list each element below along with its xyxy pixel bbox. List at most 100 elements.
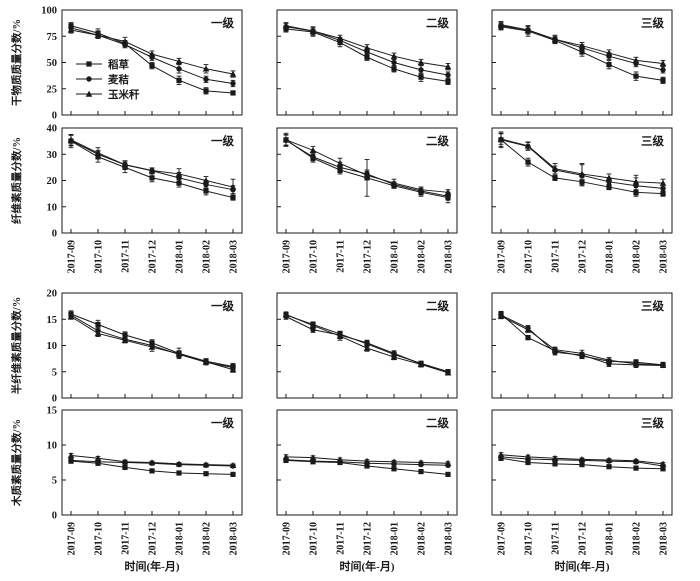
x-tick-label: 2017-11 [336, 522, 347, 555]
marker-triangle [632, 360, 640, 367]
marker-square [203, 88, 209, 94]
marker-triangle [67, 313, 75, 320]
x-tick-label: 2017-12 [148, 522, 159, 555]
y-tick-label: 40 [47, 124, 58, 135]
y-tick-label: 20 [47, 176, 58, 187]
x-tick-label: 2017-11 [336, 240, 347, 273]
x-tick-label: 2017-12 [578, 240, 589, 273]
marker-triangle [417, 59, 425, 66]
marker-triangle [524, 26, 532, 33]
x-tick-label: 2017-09 [67, 240, 78, 273]
y-tick-label: 100 [41, 6, 57, 17]
y-tick-label: 25 [47, 84, 58, 95]
marker-circle [310, 327, 316, 333]
y-tick-label: 10 [47, 202, 58, 213]
y-tick-label: 10 [47, 441, 58, 452]
x-tick-label: 2017-12 [363, 522, 374, 555]
marker-triangle [551, 36, 559, 43]
y-tick-label: 0 [52, 511, 57, 522]
panel-label: 三级 [641, 299, 664, 313]
x-tick-label: 2018-01 [605, 522, 616, 555]
x-tick-label: 2018-01 [175, 240, 186, 273]
marker-triangle [336, 34, 344, 42]
x-tick-label: 2018-02 [202, 240, 213, 273]
marker-triangle [282, 453, 290, 460]
y-axis-title: 木质素质量分数/% [10, 419, 23, 507]
marker-square [149, 63, 155, 69]
x-tick-label: 2018-01 [175, 522, 186, 555]
marker-circle [310, 154, 316, 160]
marker-triangle [67, 26, 75, 33]
marker-triangle [121, 38, 129, 45]
marker-triangle [336, 332, 344, 339]
marker-square [660, 77, 666, 83]
marker-circle [391, 59, 397, 66]
marker-triangle [363, 457, 371, 464]
marker-triangle [202, 65, 210, 72]
marker-triangle [578, 349, 586, 357]
marker-triangle [363, 171, 371, 178]
panel-label: 二级 [426, 16, 449, 30]
marker-circle [660, 185, 666, 192]
marker-triangle [175, 350, 183, 357]
marker-triangle [497, 451, 505, 458]
marker-triangle [309, 146, 317, 154]
marker-circle [364, 49, 370, 55]
marker-circle [176, 66, 182, 72]
y-tick-label: 15 [47, 406, 58, 417]
marker-triangle [309, 454, 317, 461]
marker-triangle [659, 460, 667, 467]
x-tick-label: 2017-12 [148, 240, 159, 273]
marker-triangle [444, 188, 452, 196]
x-tick-label: 2018-01 [390, 522, 401, 555]
marker-triangle [175, 170, 183, 177]
x-tick-label: 2017-09 [497, 240, 508, 273]
marker-triangle [659, 361, 667, 368]
marker-triangle [309, 27, 317, 34]
marker-square [445, 471, 451, 477]
marker-square [525, 459, 531, 466]
marker-circle [660, 67, 666, 73]
panel-label: 二级 [426, 416, 449, 430]
marker-square [606, 62, 612, 68]
x-tick-label: 2018-01 [390, 240, 401, 273]
marker-circle [364, 340, 370, 346]
marker-triangle [148, 167, 156, 174]
marker-triangle [632, 457, 640, 464]
marker-triangle [94, 31, 102, 38]
x-tick-label: 2017-09 [67, 522, 78, 555]
marker-triangle [390, 52, 398, 59]
marker-triangle [497, 312, 505, 319]
marker-triangle [282, 311, 290, 318]
x-tick-label: 2018-03 [229, 522, 240, 555]
marker-square [445, 78, 451, 84]
panel-label: 一级 [211, 416, 234, 430]
panel-label: 三级 [641, 16, 664, 30]
marker-triangle [202, 358, 210, 365]
marker-circle [68, 457, 74, 464]
marker-square [552, 461, 558, 467]
marker-square [633, 189, 639, 195]
x-tick-label: 2018-03 [444, 522, 455, 555]
marker-square [203, 188, 209, 194]
marker-square [579, 49, 585, 55]
marker-circle [391, 350, 397, 357]
legend-label: 稻草 [108, 58, 129, 71]
marker-circle [445, 72, 451, 78]
y-tick-label: 15 [47, 315, 58, 326]
marker-triangle [578, 455, 586, 463]
marker-triangle [444, 459, 452, 466]
marker-circle [418, 67, 424, 73]
y-axis-title: 干物质质量分数/% [10, 19, 23, 106]
marker-triangle [417, 361, 425, 368]
marker-square [176, 180, 182, 186]
y-tick-label: 75 [47, 32, 58, 43]
x-tick-label: 2018-01 [605, 240, 616, 273]
x-tick-label: 2017-10 [524, 522, 535, 555]
marker-triangle [444, 369, 452, 376]
marker-square [418, 74, 424, 80]
x-tick-label: 2017-10 [309, 522, 320, 555]
marker-circle [203, 76, 209, 83]
